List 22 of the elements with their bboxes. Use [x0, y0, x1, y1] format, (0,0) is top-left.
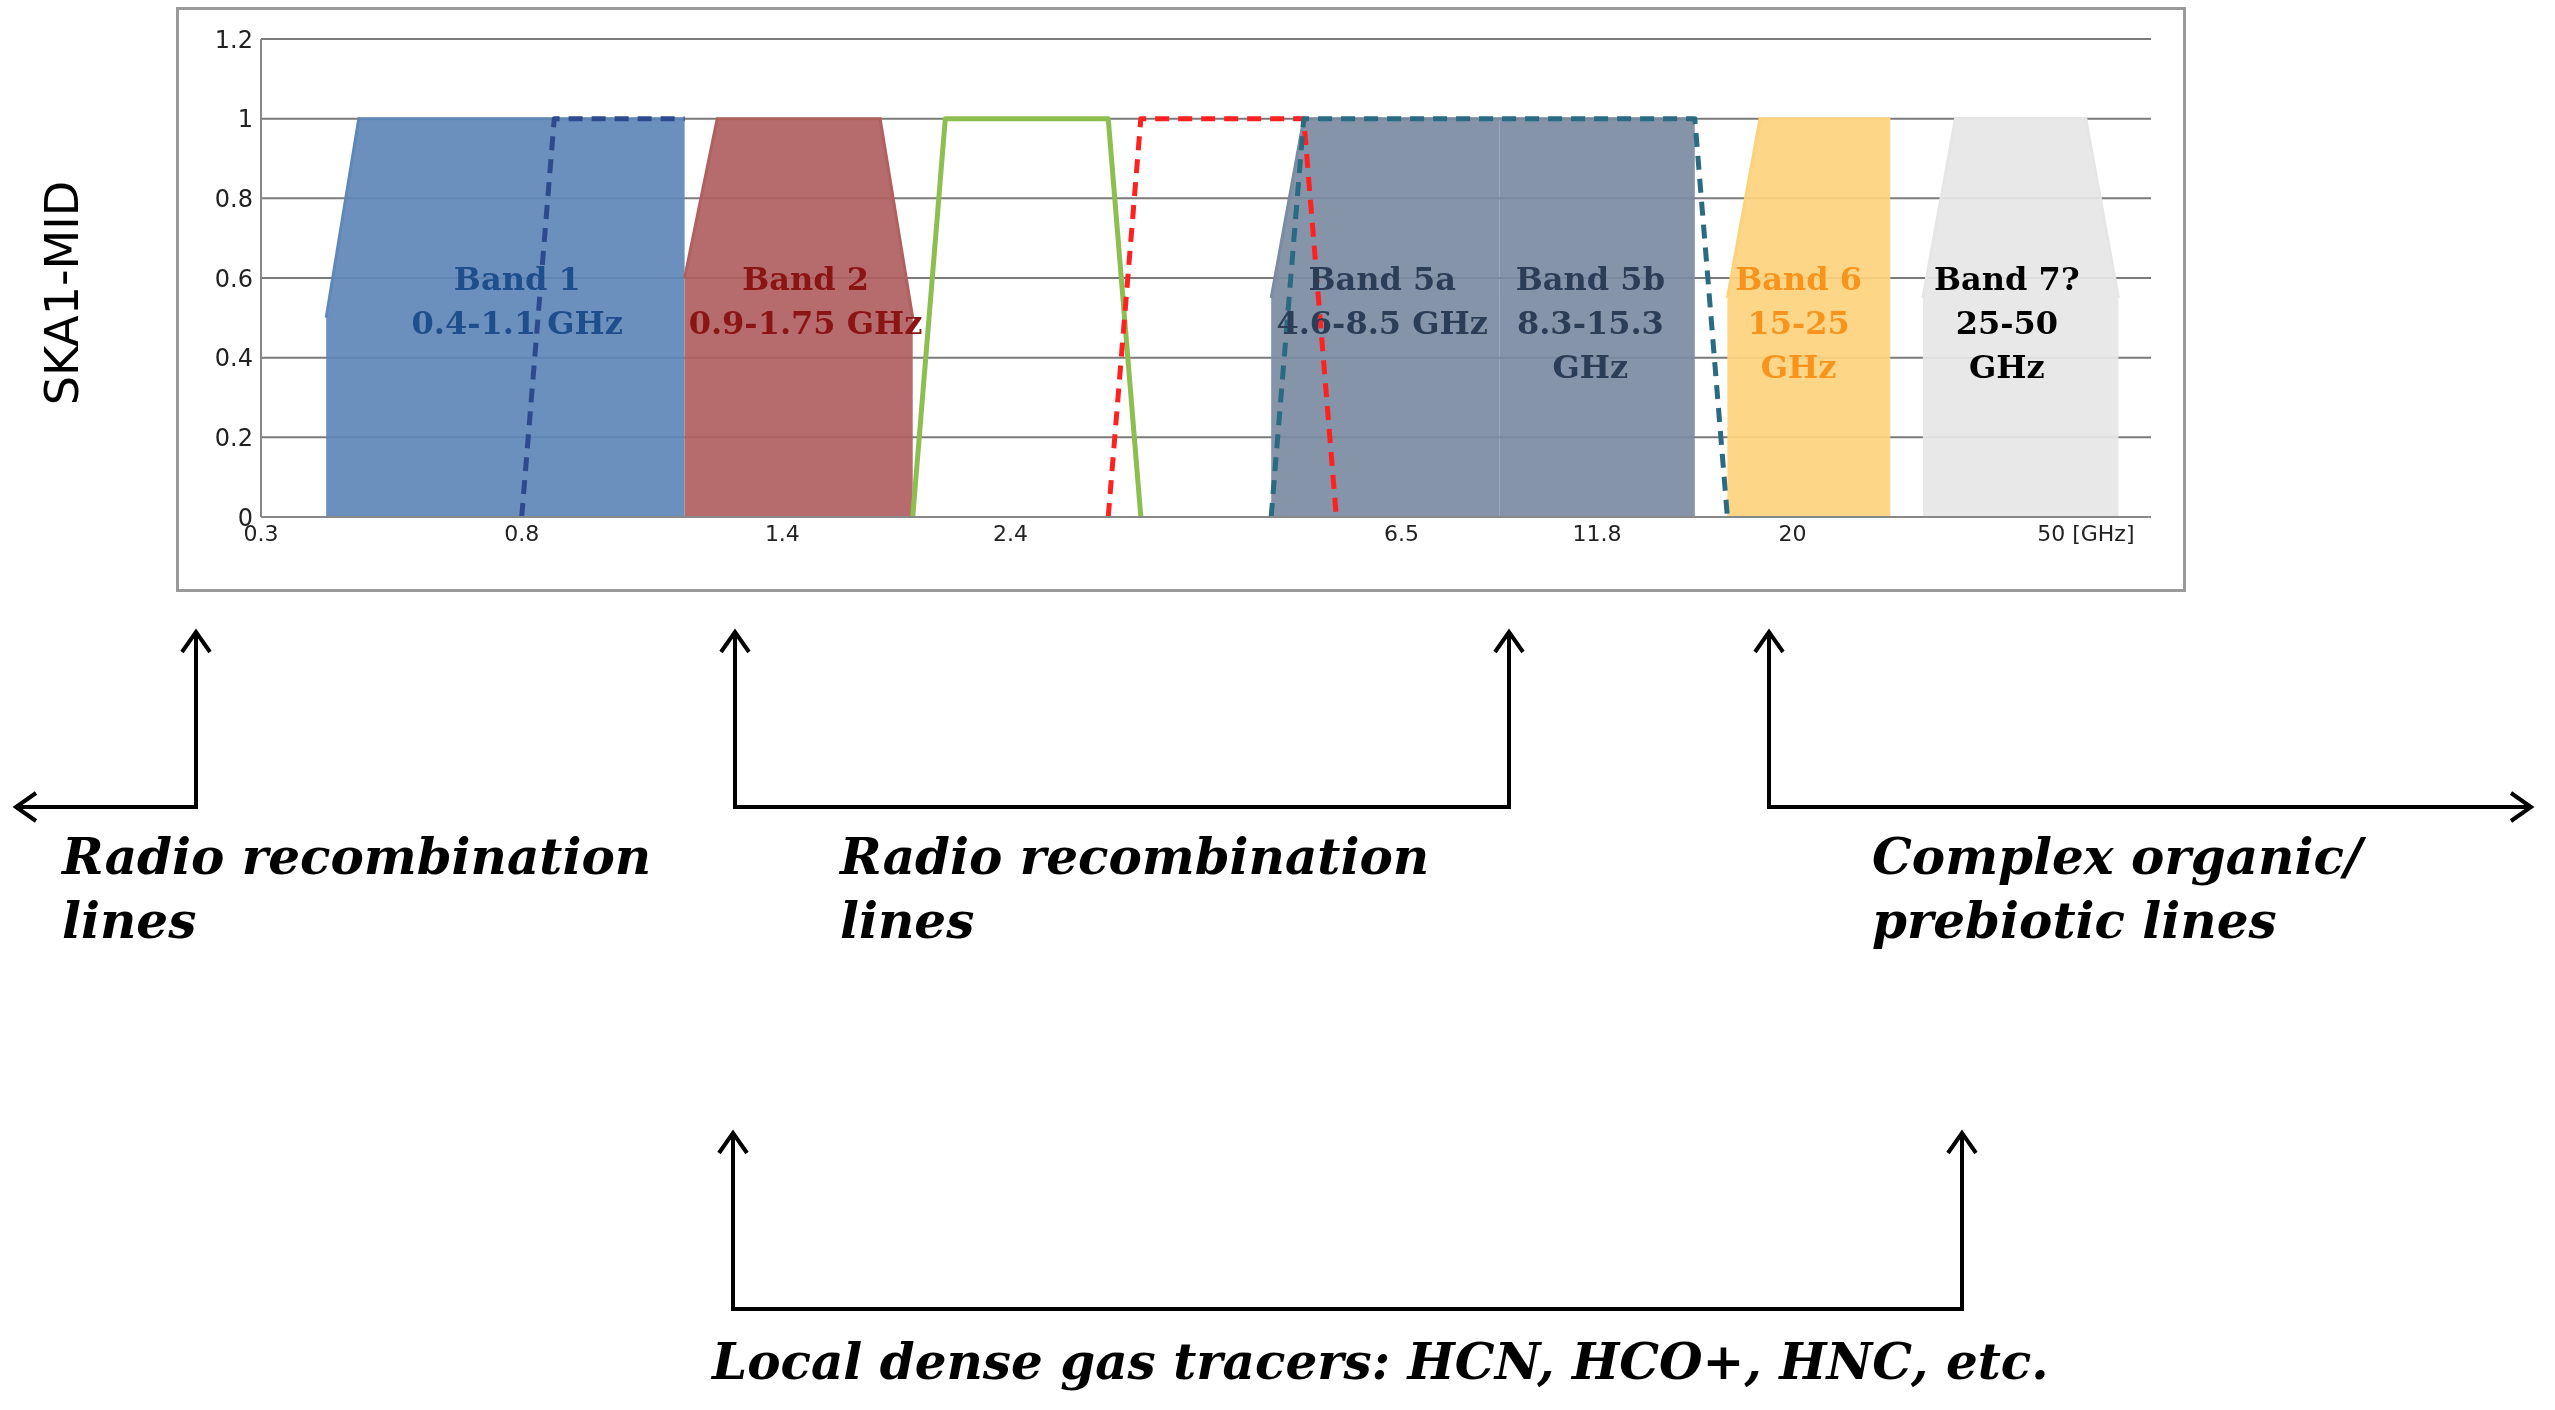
series-label: Band 6 15-25 GHz — [1735, 259, 1863, 386]
y-axis-title: SKA1-MID — [35, 180, 89, 406]
x-tick-label: 1.4 — [764, 520, 800, 546]
y-tick-label: 1 — [237, 105, 253, 134]
text: Radio recombination lines — [62, 826, 653, 952]
series-label: Band 1 0.4-1.1 GHz — [411, 259, 624, 342]
y-tick-label: 0.6 — [214, 264, 253, 293]
x-tick-label: 0.8 — [504, 520, 540, 546]
x-tick-label: 20 — [1778, 520, 1807, 546]
x-tick-label: 2.4 — [992, 520, 1028, 546]
text: Local dense gas tracers: HCN, HCO+, HNC, etc. — [712, 1331, 2050, 1393]
y-tick-label: 0.8 — [214, 184, 253, 213]
y-tick-label: 0.4 — [214, 344, 253, 373]
x-tick-label: 11.8 — [1572, 520, 1622, 546]
x-tick-label: 6.5 — [1384, 520, 1420, 546]
y-tick-label: 1.2 — [214, 25, 253, 54]
series-label: Band 5b 8.3-15.3 GHz — [1515, 259, 1666, 386]
text: Complex organic/ prebiotic lines — [1872, 826, 2367, 952]
x-tick-label: 50 [GHz] — [2037, 520, 2135, 546]
text: Radio recombination lines — [840, 826, 1431, 952]
series-label: Band 7? 25-50 GHz — [1934, 259, 2080, 386]
y-tick-label: 0.2 — [214, 423, 253, 452]
